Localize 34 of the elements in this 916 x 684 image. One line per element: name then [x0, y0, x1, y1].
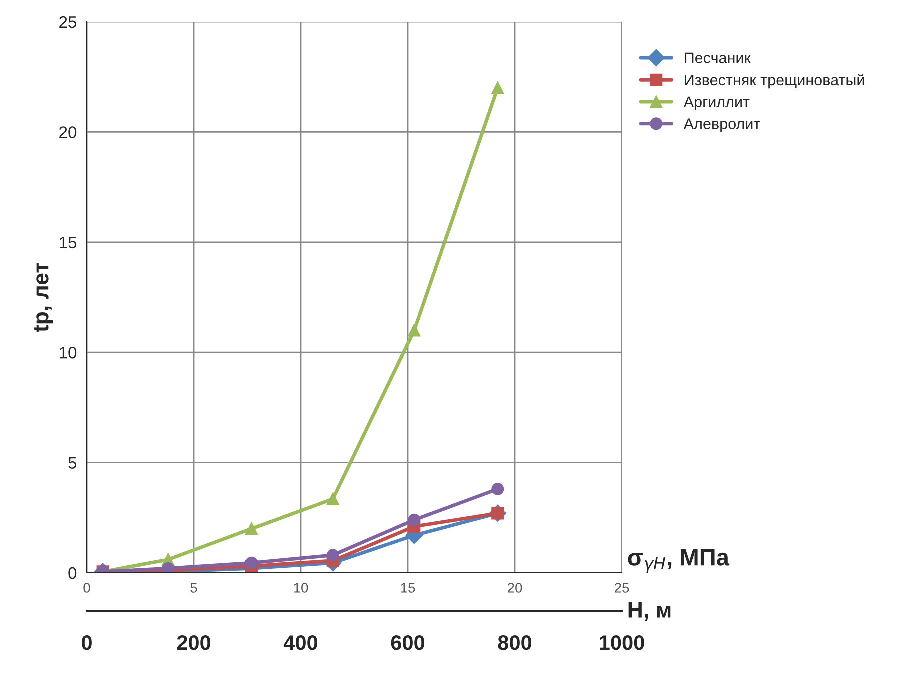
x-tick-label: 25 — [614, 583, 630, 593]
y-tick-label: 10 — [60, 347, 77, 359]
point — [246, 522, 258, 536]
y-tick-label: 20 — [60, 126, 77, 138]
y-tick-label: 15 — [60, 236, 77, 249]
y-tick-label: 5 — [68, 457, 77, 470]
x2-axis-title: H, м — [628, 602, 671, 622]
x-tick-label: 20 — [508, 583, 522, 593]
y-axis-title: tp, лет — [34, 263, 54, 332]
x2-tick-label: 800 — [498, 635, 532, 650]
point — [492, 82, 504, 94]
point — [408, 514, 421, 526]
x-tick-label: 0 — [84, 583, 90, 593]
point — [326, 492, 340, 506]
point — [162, 562, 175, 573]
point — [326, 549, 340, 562]
legend-label: Аргиллит — [684, 96, 750, 111]
point — [246, 556, 258, 570]
point — [408, 324, 421, 337]
x-axis-title: σ$_{γH}$, МПа — [628, 549, 730, 573]
legend-label: Известняк трещиноватый — [685, 74, 864, 89]
x2-tick-label: 600 — [391, 635, 425, 650]
point — [492, 483, 504, 496]
x2-tick-label: 1000 — [600, 635, 644, 650]
x-tick-label: 5 — [190, 583, 198, 593]
x-tick-label: 10 — [294, 583, 308, 593]
y-tick-label: 0 — [68, 567, 77, 580]
x2-tick-label: 200 — [177, 635, 211, 650]
x-tick-label: 15 — [401, 583, 416, 593]
x2-tick-label: 400 — [284, 635, 318, 650]
legend-label: Песчаник — [685, 52, 752, 64]
x2-tick-label: 0 — [82, 635, 92, 650]
y-tick-label: 25 — [60, 16, 77, 28]
legend-label: Алевролит — [684, 118, 760, 132]
